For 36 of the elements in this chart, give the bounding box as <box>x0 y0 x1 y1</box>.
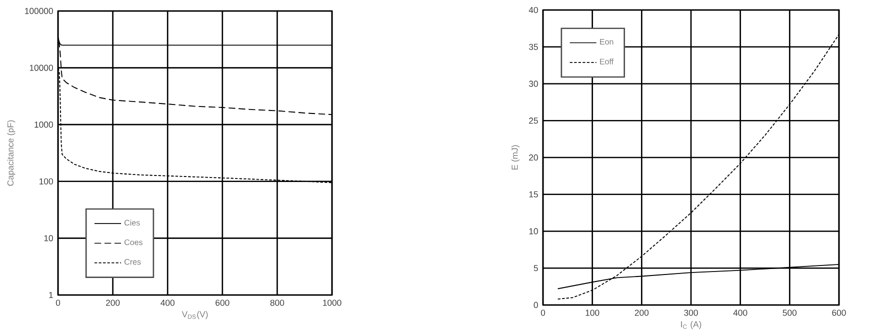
x-axis-title: V$_{DS}$(V) <box>182 310 208 320</box>
legend-label: Coes <box>124 239 142 246</box>
legend-label: Cies <box>124 220 140 226</box>
x-tick-label: 0 <box>540 310 546 316</box>
y-tick-label: 1 <box>49 292 53 298</box>
y-tick-label: 40 <box>528 6 538 14</box>
y-tick-label: 10000 <box>30 64 53 71</box>
y-tick-label: 100000 <box>25 8 53 14</box>
y-tick-label: 10 <box>44 235 53 242</box>
y-axis-title: E (mJ) <box>511 145 520 170</box>
y-tick-label: 1000 <box>34 122 53 128</box>
legend-label: Eoff <box>600 58 614 64</box>
x-tick-label: 400 <box>160 300 174 306</box>
x-tick-label: 100 <box>586 310 600 316</box>
y-axis-title: Capacitance (pF) <box>7 120 16 186</box>
x-tick-label: 400 <box>733 310 748 316</box>
x-tick-label: 1000 <box>323 300 342 306</box>
x-tick-label: 300 <box>684 310 698 316</box>
x-axis-title: I$_{C}$ (A) <box>681 320 702 330</box>
x-tick-label: 200 <box>106 300 120 306</box>
y-tick-label: 100 <box>40 178 53 184</box>
legend-label: Cres <box>124 259 141 265</box>
x-tick-label: 0 <box>56 300 60 306</box>
y-tick-label: 20 <box>529 154 538 161</box>
y-tick-label: 30 <box>528 80 538 87</box>
x-tick-label: 600 <box>832 310 846 316</box>
x-tick-label: 500 <box>782 310 797 316</box>
legend-label: Eon <box>600 39 614 45</box>
y-tick-label: 35 <box>528 44 538 50</box>
x-tick-label: 800 <box>270 300 284 306</box>
y-tick-label: 5 <box>534 265 538 272</box>
y-tick-label: 15 <box>529 191 538 198</box>
y-tick-label: 10 <box>529 228 538 234</box>
x-tick-label: 600 <box>216 300 230 306</box>
y-tick-label: 25 <box>529 118 538 124</box>
x-tick-label: 200 <box>634 310 649 316</box>
